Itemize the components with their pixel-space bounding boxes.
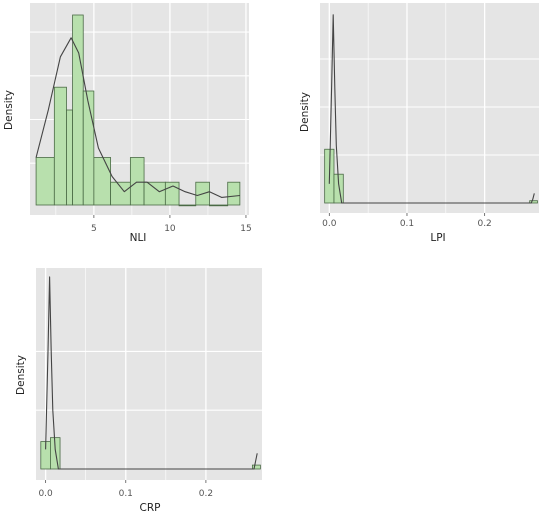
histogram-bar (164, 181, 180, 206)
histogram-bar (529, 200, 538, 204)
x-tick-label: 0.1 (119, 489, 133, 499)
y-axis-label-nli: Density (3, 90, 15, 130)
y-axis-label-crp: Density (15, 355, 27, 395)
plot-background-lpi (320, 3, 539, 213)
histogram-bar (82, 90, 95, 206)
histogram-bar (227, 181, 241, 206)
x-tick-label: 15 (240, 224, 251, 234)
x-axis-label-crp: CRP (140, 502, 161, 514)
histogram-bar (53, 86, 67, 206)
x-ticks-crp: 0.0 0.1 0.2 (38, 480, 213, 499)
density-curve-lpi (328, 14, 535, 204)
histogram-bar (333, 173, 344, 204)
x-tick-label: 0.1 (400, 219, 414, 229)
x-tick-label: 0.0 (322, 219, 337, 229)
x-tick-label: 0.2 (199, 489, 213, 499)
histogram-bar (178, 204, 197, 207)
bars-crp (40, 437, 261, 470)
panel-crp: 0.0 0.1 0.2 CRP Density (15, 268, 262, 514)
grid-lpi (320, 3, 539, 213)
x-axis-label-lpi: LPI (430, 232, 445, 244)
x-tick-label: 5 (91, 224, 97, 234)
x-axis-label-nli: NLI (130, 232, 147, 244)
histogram-bar (143, 181, 166, 206)
bars-nli (35, 14, 241, 207)
histogram-bar (66, 109, 73, 206)
panel-lpi: 0.0 0.1 0.2 LPI Density (299, 3, 539, 244)
panel-nli: 5 10 15 NLI Density (3, 3, 252, 244)
y-axis-label-lpi: Density (299, 92, 311, 132)
x-tick-label: 10 (164, 224, 176, 234)
x-ticks-lpi: 0.0 0.1 0.2 (322, 213, 492, 229)
x-tick-label: 0.2 (477, 219, 491, 229)
histogram-bar (35, 157, 55, 206)
x-ticks-nli: 5 10 15 (91, 215, 252, 234)
density-curve-crp (45, 276, 258, 470)
plot-background-crp (36, 268, 262, 480)
x-tick-label: 0.0 (38, 489, 53, 499)
density-curve-nli (35, 37, 240, 198)
histogram-bar (251, 464, 261, 470)
histogram-bar (93, 157, 112, 206)
histogram-bar (110, 181, 131, 206)
histogram-bar (50, 437, 61, 470)
histogram-bar (209, 204, 229, 207)
histogram-bar (129, 157, 145, 206)
